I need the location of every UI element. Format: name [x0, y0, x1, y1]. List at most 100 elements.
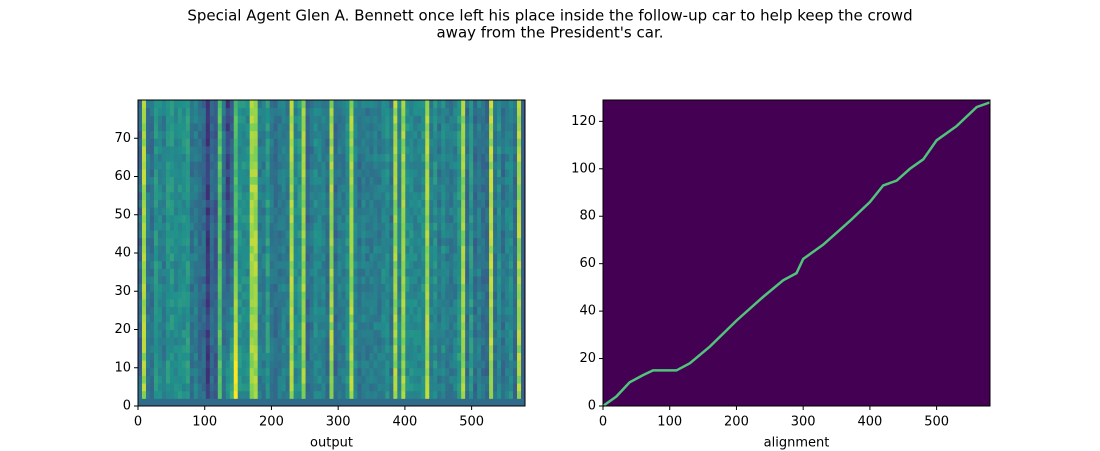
spectrogram-cell: [373, 214, 378, 223]
spectrogram-cell: [273, 352, 279, 361]
spectrogram-cell: [189, 367, 195, 376]
spectrogram-cell: [505, 168, 510, 177]
spectrogram-cell: [485, 375, 490, 384]
spectrogram-cell: [501, 245, 506, 254]
spectrogram-cell: [221, 352, 227, 361]
spectrogram-cell: [397, 291, 402, 300]
spectrogram-cell: [489, 161, 494, 170]
spectrogram-cell: [197, 115, 203, 124]
spectrogram-cell: [145, 122, 151, 132]
spectrogram-cell: [505, 390, 510, 399]
spectrogram-cell: [185, 184, 191, 193]
spectrogram-cell: [305, 352, 311, 361]
spectrogram-cell: [353, 184, 358, 193]
spectrogram-cell: [417, 390, 422, 399]
spectrogram-cell: [301, 237, 307, 246]
spectrogram-cell: [329, 375, 334, 384]
spectrogram-cell: [301, 383, 307, 392]
spectrogram-cell: [317, 245, 323, 254]
spectrogram-cell: [521, 107, 526, 116]
spectrogram-cell: [521, 191, 526, 200]
spectrogram-cell: [449, 360, 454, 369]
figure-title: away from the President's car.: [436, 24, 663, 42]
spectrogram-cell: [373, 321, 378, 330]
spectrogram-cell: [501, 176, 506, 185]
spectrogram-cell: [401, 184, 406, 193]
spectrogram-cell: [293, 161, 299, 170]
spectrogram-cell: [173, 260, 179, 269]
spectrogram-cell: [257, 291, 263, 300]
spectrogram-cell: [337, 367, 342, 376]
spectrogram-cell: [221, 390, 227, 399]
spectrogram-cell: [289, 337, 295, 346]
spectrogram-cell: [409, 352, 414, 361]
spectrogram-cell: [409, 268, 414, 277]
spectrogram-cell: [481, 360, 486, 369]
spectrogram-cell: [213, 321, 219, 330]
spectrogram-cell: [497, 291, 502, 300]
spectrogram-cell: [193, 398, 199, 407]
spectrogram-cell: [193, 115, 199, 124]
spectrogram-cell: [317, 329, 323, 338]
spectrogram-cell: [445, 245, 450, 254]
spectrogram-cell: [257, 314, 263, 323]
spectrogram-cell: [349, 161, 354, 170]
spectrogram-cell: [369, 245, 374, 254]
spectrogram-cell: [157, 283, 163, 292]
spectrogram-cell: [233, 115, 239, 124]
spectrogram-cell: [169, 230, 175, 239]
spectrogram-cell: [357, 191, 362, 200]
spectrogram-cell: [513, 191, 518, 200]
spectrogram-cell: [501, 260, 506, 269]
spectrogram-cell: [181, 260, 187, 269]
spectrogram-cell: [441, 344, 446, 353]
spectrogram-cell: [505, 360, 510, 369]
spectrogram-cell: [285, 107, 291, 116]
spectrogram-cell: [177, 321, 183, 330]
spectrogram-cell: [509, 245, 514, 254]
spectrogram-cell: [505, 367, 510, 376]
spectrogram-cell: [481, 344, 486, 353]
spectrogram-cell: [413, 268, 418, 277]
spectrogram-cell: [197, 138, 203, 147]
spectrogram-cell: [289, 321, 295, 330]
spectrogram-cell: [161, 184, 167, 193]
spectrogram-cell: [337, 122, 342, 132]
spectrogram-cell: [141, 329, 147, 338]
spectrogram-cell: [161, 145, 167, 155]
spectrogram-cell: [265, 321, 271, 330]
spectrogram-cell: [397, 145, 402, 155]
spectrogram-cell: [353, 314, 358, 323]
spectrogram-cell: [138, 100, 143, 109]
spectrogram-cell: [449, 268, 454, 277]
spectrogram-cell: [245, 168, 251, 177]
spectrogram-cell: [293, 153, 299, 162]
spectrogram-cell: [453, 383, 458, 392]
spectrogram-cell: [357, 398, 362, 407]
spectrogram-cell: [473, 138, 478, 147]
spectrogram-cell: [361, 321, 366, 330]
spectrogram-cell: [181, 360, 187, 369]
spectrogram-cell: [165, 214, 171, 223]
spectrogram-cell: [477, 115, 482, 124]
spectrogram-cell: [449, 298, 454, 308]
spectrogram-cell: [277, 253, 283, 262]
spectrogram-cell: [369, 184, 374, 193]
spectrogram-cell: [357, 130, 362, 139]
spectrogram-cell: [477, 253, 482, 262]
spectrogram-cell: [377, 115, 382, 124]
spectrogram-cell: [465, 275, 470, 285]
spectrogram-cell: [421, 214, 426, 223]
spectrogram-cell: [481, 161, 486, 170]
spectrogram-cell: [317, 191, 323, 200]
spectrogram-cell: [489, 145, 494, 155]
spectrogram-cell: [501, 115, 506, 124]
spectrogram-cell: [289, 283, 295, 292]
spectrogram-cell: [245, 184, 251, 193]
spectrogram-cell: [333, 253, 338, 262]
spectrogram-cell: [469, 375, 474, 384]
spectrogram-cell: [193, 230, 199, 239]
spectrogram-cell: [217, 130, 223, 139]
spectrogram-cell: [213, 291, 219, 300]
spectrogram-cell: [473, 191, 478, 200]
